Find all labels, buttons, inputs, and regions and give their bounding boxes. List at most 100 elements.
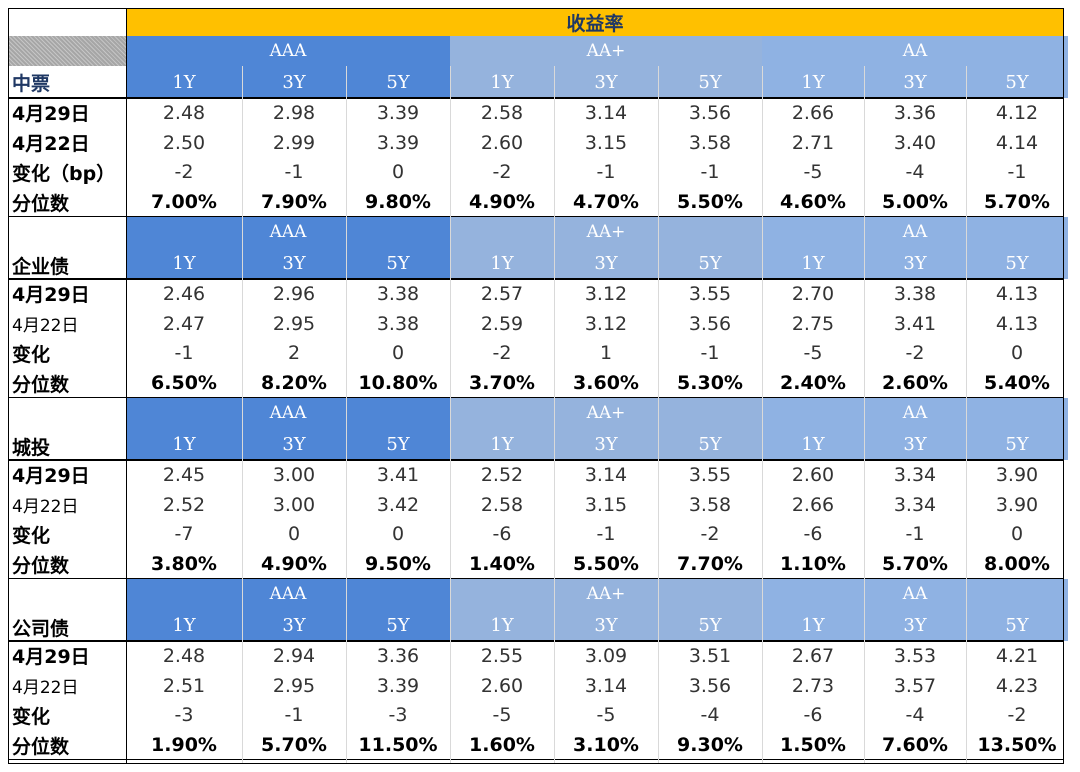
value-cell: -4 (864, 700, 966, 731)
value-cell: -5 (554, 700, 658, 731)
value-cell: 4.23 (966, 670, 1068, 701)
value-cell: -1 (864, 519, 966, 550)
value-cell: 2 (242, 338, 346, 369)
value-cell: 3.90 (966, 460, 1068, 490)
rating-group-header: AAA (126, 398, 450, 428)
row-label: 4月22日 (8, 670, 126, 701)
tenor-header: 3Y (242, 66, 346, 98)
value-cell: 2.70 (762, 279, 864, 309)
value-cell: 2.60 (450, 670, 554, 701)
value-cell: 3.09 (554, 641, 658, 671)
value-cell: 3.39 (346, 98, 450, 128)
header-bottom-rule (8, 640, 1064, 642)
section-label: 公司债 (8, 579, 126, 641)
value-cell: -2 (126, 157, 242, 188)
value-cell: 4.14 (966, 127, 1068, 158)
value-cell: -1 (126, 338, 242, 369)
value-cell: 3.34 (864, 460, 966, 490)
tenor-header: 1Y (450, 66, 554, 98)
tenor-header: 1Y (450, 428, 554, 460)
value-cell: 3.12 (554, 279, 658, 309)
value-cell: -1 (658, 157, 762, 188)
value-cell: 2.40% (762, 368, 864, 398)
tenor-header: 1Y (126, 247, 242, 279)
value-cell: -5 (762, 157, 864, 188)
row-label: 分位数 (8, 187, 126, 217)
value-cell: -6 (762, 700, 864, 731)
section-bottom-rule (8, 759, 1064, 760)
value-cell: -1 (554, 519, 658, 550)
value-cell: 3.39 (346, 670, 450, 701)
row-label: 4月29日 (8, 641, 126, 671)
value-cell: 5.30% (658, 368, 762, 398)
value-cell: 3.58 (658, 489, 762, 520)
value-cell: 0 (966, 338, 1068, 369)
row-label: 4月29日 (8, 460, 126, 490)
value-cell: -2 (864, 338, 966, 369)
column-rule (658, 66, 659, 764)
value-cell: 3.60% (554, 368, 658, 398)
tenor-header: 1Y (450, 247, 554, 279)
value-cell: 3.14 (554, 460, 658, 490)
value-cell: 3.00 (242, 460, 346, 490)
tenor-header: 1Y (126, 66, 242, 98)
rating-group-header: AA+ (450, 579, 762, 609)
row-label: 分位数 (8, 368, 126, 398)
value-cell: 7.00% (126, 187, 242, 217)
row-label: 变化 (8, 338, 126, 369)
value-cell: -5 (762, 338, 864, 369)
value-cell: 3.10% (554, 730, 658, 760)
value-cell: 2.48 (126, 641, 242, 671)
tenor-header: 1Y (126, 609, 242, 641)
rating-group-header: AAA (126, 217, 450, 247)
value-cell: 2.71 (762, 127, 864, 158)
value-cell: 2.95 (242, 308, 346, 339)
value-cell: 2.46 (126, 279, 242, 309)
value-cell: 2.75 (762, 308, 864, 339)
rating-group-header: AA (762, 36, 1068, 66)
value-cell: 2.55 (450, 641, 554, 671)
row-label: 变化（bp） (8, 157, 126, 188)
value-cell: 2.47 (126, 308, 242, 339)
value-cell: 1.60% (450, 730, 554, 760)
value-cell: 4.70% (554, 187, 658, 217)
section-label: 中票 (8, 66, 126, 98)
value-cell: 3.56 (658, 98, 762, 128)
value-cell: 3.51 (658, 641, 762, 671)
tenor-header: 5Y (658, 247, 762, 279)
tenor-header: 5Y (658, 609, 762, 641)
value-cell: 2.48 (126, 98, 242, 128)
value-cell: 3.38 (346, 308, 450, 339)
tenor-header: 5Y (658, 66, 762, 98)
value-cell: 0 (242, 519, 346, 550)
rating-group-header: AA (762, 217, 1068, 247)
value-cell: 3.57 (864, 670, 966, 701)
value-cell: -6 (762, 519, 864, 550)
value-cell: 2.99 (242, 127, 346, 158)
tenor-header: 3Y (864, 247, 966, 279)
value-cell: -3 (126, 700, 242, 731)
value-cell: 3.53 (864, 641, 966, 671)
value-cell: -4 (658, 700, 762, 731)
column-rule (762, 66, 763, 764)
value-cell: 2.52 (450, 460, 554, 490)
section-bottom-rule (8, 578, 1064, 579)
corner-cell (8, 8, 126, 36)
section-label: 企业债 (8, 217, 126, 279)
value-cell: 6.50% (126, 368, 242, 398)
value-cell: 5.70% (966, 187, 1068, 217)
label-column-rule (126, 8, 127, 764)
value-cell: -4 (864, 157, 966, 188)
tenor-header: 5Y (658, 428, 762, 460)
row-label: 4月22日 (8, 489, 126, 520)
tenor-header: 1Y (126, 428, 242, 460)
value-cell: 2.57 (450, 279, 554, 309)
value-cell: 5.50% (554, 549, 658, 579)
rating-group-header: AA+ (450, 36, 762, 66)
row-label: 4月29日 (8, 279, 126, 309)
header-hatch (8, 36, 126, 66)
value-cell: 2.66 (762, 489, 864, 520)
row-label: 变化 (8, 700, 126, 731)
column-rule (450, 66, 451, 764)
value-cell: 2.96 (242, 279, 346, 309)
